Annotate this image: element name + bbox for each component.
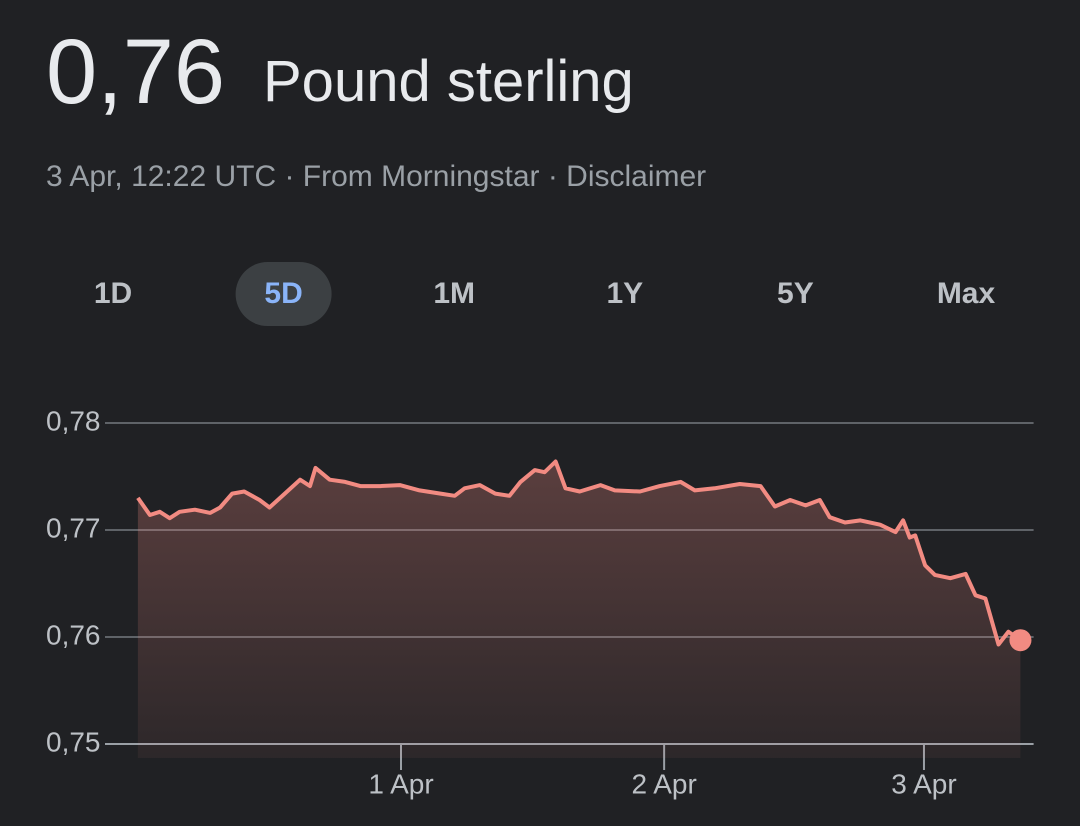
end-dot	[1009, 629, 1032, 652]
tab[interactable]: 1D	[94, 277, 132, 310]
tab[interactable]: 1Y	[606, 277, 643, 310]
y-tick-label: 0,78	[46, 405, 101, 436]
plot: 0,75 0,76 0,77 0,78 1 Apr 2 Apr 3 Apr	[46, 405, 1034, 799]
x-tick-label: 3 Apr	[891, 768, 956, 799]
tab[interactable]: 5Y	[777, 277, 814, 310]
tab[interactable]: 1M	[433, 277, 475, 310]
y-tick-label: 0,75	[46, 726, 101, 757]
x-tick-label: 2 Apr	[631, 768, 696, 799]
area	[137, 461, 1021, 758]
range-tabs: 1D 5D 1M 1Y 5Y Max	[94, 262, 996, 326]
y-tick-label: 0,76	[46, 619, 101, 650]
subtitle: 3 Apr, 12:22 UTC · From Morningstar · Di…	[46, 160, 706, 193]
line	[136, 459, 1022, 647]
price: 0,76	[46, 21, 225, 123]
tab[interactable]: Max	[937, 277, 996, 310]
x-tick-label: 1 Apr	[368, 768, 433, 799]
tab[interactable]: 5D	[264, 277, 302, 310]
tab-selected-pill	[235, 262, 332, 326]
y-tick-label: 0,77	[46, 512, 101, 543]
currency: Pound sterling	[263, 49, 634, 114]
